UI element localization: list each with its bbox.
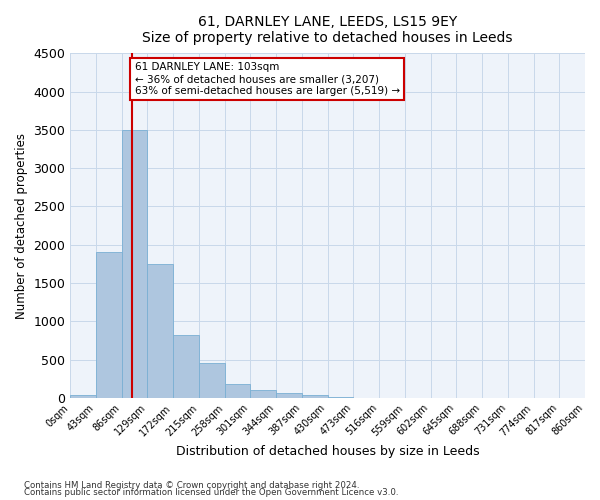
Bar [302, 395, 328, 398]
Bar [122, 130, 148, 398]
Title: 61, DARNLEY LANE, LEEDS, LS15 9EY
Size of property relative to detached houses i: 61, DARNLEY LANE, LEEDS, LS15 9EY Size o… [142, 15, 513, 45]
Bar [328, 397, 353, 398]
Bar [96, 252, 122, 398]
Bar [225, 384, 250, 398]
Bar [173, 335, 199, 398]
Y-axis label: Number of detached properties: Number of detached properties [15, 132, 28, 318]
X-axis label: Distribution of detached houses by size in Leeds: Distribution of detached houses by size … [176, 444, 479, 458]
Bar [276, 393, 302, 398]
Bar [250, 390, 276, 398]
Text: Contains HM Land Registry data © Crown copyright and database right 2024.: Contains HM Land Registry data © Crown c… [24, 480, 359, 490]
Bar [148, 264, 173, 398]
Bar [70, 396, 96, 398]
Text: 61 DARNLEY LANE: 103sqm
← 36% of detached houses are smaller (3,207)
63% of semi: 61 DARNLEY LANE: 103sqm ← 36% of detache… [134, 62, 400, 96]
Bar [199, 364, 225, 398]
Text: Contains public sector information licensed under the Open Government Licence v3: Contains public sector information licen… [24, 488, 398, 497]
